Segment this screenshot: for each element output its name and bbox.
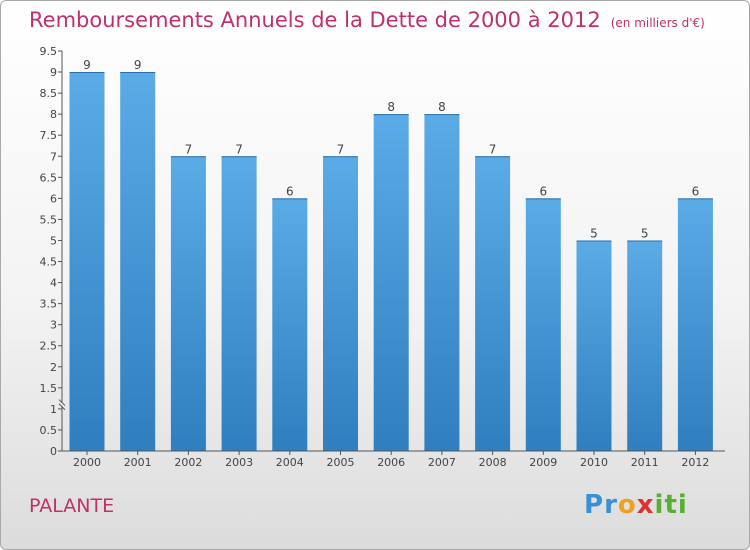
y-tick-label: 3 xyxy=(50,319,57,332)
x-tick-label: 2010 xyxy=(580,456,608,469)
bar xyxy=(475,156,511,451)
y-tick-label: 8.5 xyxy=(40,87,58,100)
chart-title: Remboursements Annuels de la Dette de 20… xyxy=(29,8,601,32)
x-tick-label: 2012 xyxy=(681,456,709,469)
bar xyxy=(373,114,409,451)
y-tick-label: 9.5 xyxy=(40,45,58,58)
bar xyxy=(323,156,358,451)
chart-title-block: Remboursements Annuels de la Dette de 20… xyxy=(29,8,705,32)
logo-letter: o xyxy=(617,490,637,520)
bar xyxy=(627,240,663,451)
y-tick-label: 5.5 xyxy=(40,213,58,226)
y-tick-label: 2 xyxy=(50,361,57,374)
bar xyxy=(677,198,713,451)
x-tick-label: 2001 xyxy=(124,456,152,469)
x-axis: 2000 2001 2002 2003 2004 2005 2006 2007 2008 2009… xyxy=(62,450,725,469)
data-label: 9 xyxy=(83,58,91,72)
y-tick-label: 1.5 xyxy=(40,382,58,395)
y-tick-label: 0 xyxy=(50,445,57,458)
data-label: 7 xyxy=(185,142,193,156)
x-tick-label: 2003 xyxy=(225,456,253,469)
logo-letter: t xyxy=(664,490,678,520)
x-tick-label: 2009 xyxy=(529,456,557,469)
data-label: 8 xyxy=(438,100,446,114)
y-tick-label: 7 xyxy=(50,150,57,163)
x-tick-label: 2005 xyxy=(327,456,355,469)
data-label: 7 xyxy=(337,142,345,156)
bar xyxy=(170,156,206,451)
x-tick-label: 2002 xyxy=(174,456,202,469)
bar xyxy=(272,198,308,451)
y-tick-label: 4 xyxy=(50,277,57,290)
y-tick-label: 1 xyxy=(50,403,57,416)
y-axis-break-mark xyxy=(58,403,66,411)
data-label: 7 xyxy=(235,142,243,156)
bar xyxy=(576,240,612,451)
x-tick-label: 2011 xyxy=(631,456,659,469)
bar xyxy=(120,72,156,451)
x-tick-label: 2007 xyxy=(428,456,456,469)
data-label: 9 xyxy=(134,58,142,72)
commune-name: PALANTE xyxy=(29,495,115,517)
data-label: 5 xyxy=(590,226,598,240)
y-tick-label: 2.5 xyxy=(40,340,58,353)
data-label: 7 xyxy=(489,142,497,156)
bar xyxy=(69,72,105,451)
x-tick-label: 2004 xyxy=(276,456,304,469)
y-tick-label: 6 xyxy=(50,192,57,205)
unit-note: (en milliers d'€) xyxy=(610,16,705,30)
y-axis: 0 0.5 1 1.5 2 2.5 3 3.5 4 4.5 5 5.5 6 6.5 7 7.5 8 8.5 9 9.5 xyxy=(40,45,66,458)
logo-letter: i xyxy=(677,490,688,520)
bar xyxy=(525,198,561,451)
y-tick-label: 8 xyxy=(50,108,57,121)
y-axis-break-mark xyxy=(58,399,66,406)
data-label: 6 xyxy=(539,184,547,198)
proxiti-logo[interactable]: Proxiti xyxy=(584,490,688,520)
logo-letter: r xyxy=(604,490,618,520)
y-tick-label: 0.5 xyxy=(40,424,58,437)
bar xyxy=(424,114,460,451)
bars-group: 9 9 7 7 6 7 8 8 7 6 5 5 6 xyxy=(69,58,713,451)
data-label: 6 xyxy=(286,184,294,198)
x-tick-label: 2000 xyxy=(73,456,101,469)
y-tick-label: 4.5 xyxy=(40,256,58,269)
data-label: 6 xyxy=(692,184,700,198)
y-tick-label: 3.5 xyxy=(40,298,58,311)
logo-letter: x xyxy=(636,490,655,520)
y-tick-label: 9 xyxy=(50,66,57,79)
y-tick-label: 5 xyxy=(50,234,57,247)
bar xyxy=(221,156,257,451)
data-label: 5 xyxy=(641,226,649,240)
x-tick-label: 2006 xyxy=(377,456,405,469)
x-tick-label: 2008 xyxy=(479,456,507,469)
logo-letter: i xyxy=(654,490,665,520)
logo-letter: P xyxy=(584,490,605,520)
y-tick-label: 6.5 xyxy=(40,171,58,184)
data-label: 8 xyxy=(387,100,395,114)
y-tick-label: 7.5 xyxy=(40,129,58,142)
